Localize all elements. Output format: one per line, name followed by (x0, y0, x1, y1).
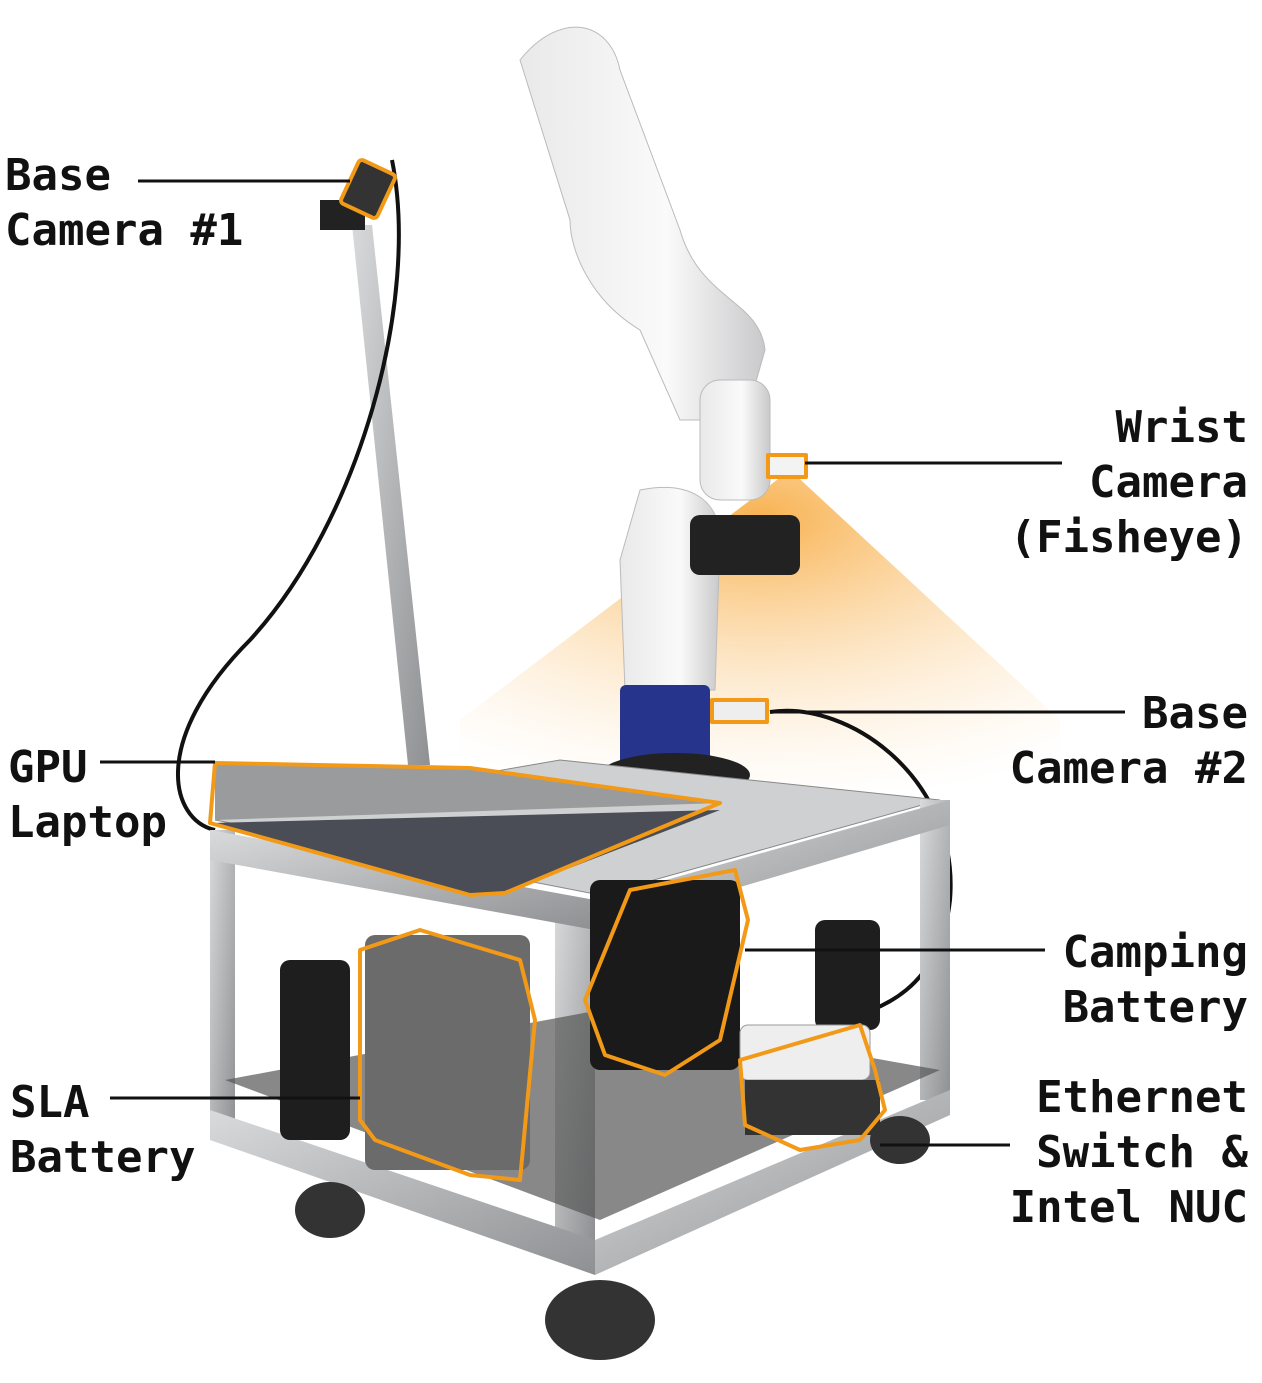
label-text: Battery (10, 1132, 195, 1183)
label-text: Camera #2 (1010, 743, 1248, 794)
label-text: SLA (10, 1077, 89, 1128)
illustration (175, 26, 1060, 1360)
label-text: Base (1142, 688, 1248, 739)
label-text: Battery (1063, 982, 1248, 1033)
label-text: Intel NUC (1010, 1182, 1248, 1233)
label-text: Ethernet (1036, 1072, 1248, 1123)
label-text: (Fisheye) (1010, 512, 1248, 563)
label-text: Wrist (1116, 402, 1248, 453)
label-text: Switch & (1036, 1127, 1248, 1178)
label-text: Camera #1 (5, 205, 243, 256)
label-text: GPU (8, 742, 87, 793)
label-text: Base (5, 150, 111, 201)
label-text: Laptop (8, 797, 167, 848)
label-text: Camera (1089, 457, 1248, 508)
label-text: Camping (1063, 927, 1248, 978)
